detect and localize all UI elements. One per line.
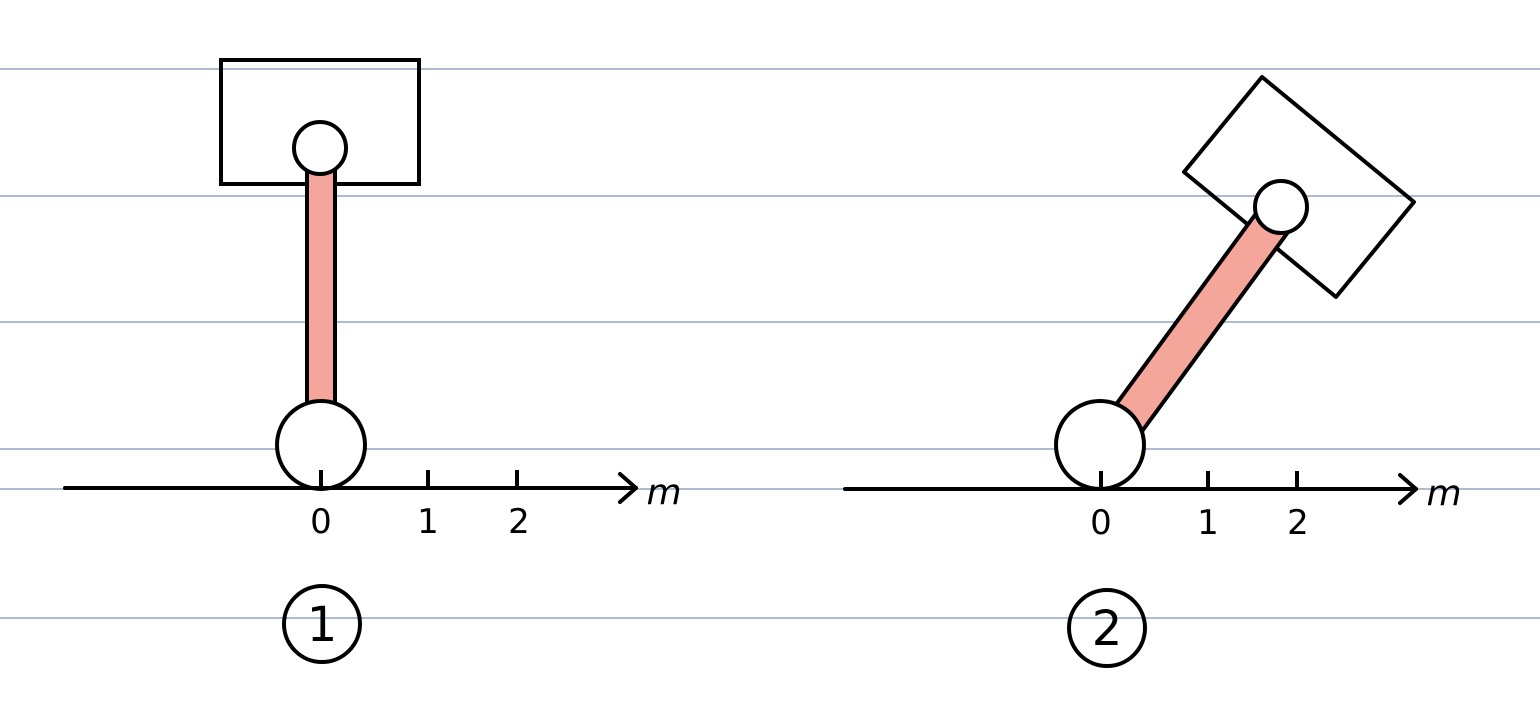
top-joint-2 <box>1253 179 1309 235</box>
axis-unit-1: m <box>646 472 681 513</box>
ruled-lines <box>0 68 1540 619</box>
axis-unit-2: m <box>1426 473 1461 514</box>
arm-1 <box>305 168 337 412</box>
top-joint-1 <box>292 120 348 176</box>
tick-label-1-0: 0 <box>310 502 332 542</box>
diagram-1: 0 1 2 m 1 <box>63 58 682 664</box>
tick-label-2-2: 2 <box>1287 503 1309 543</box>
diagram-number-1: 1 <box>307 597 338 653</box>
tick-label-2-0: 0 <box>1090 503 1112 543</box>
box-2 <box>1182 75 1416 299</box>
axis-arrowhead-1 <box>618 472 638 504</box>
diagram-number-circle-2 <box>1067 588 1147 668</box>
axis-arrowhead-2 <box>1398 473 1418 505</box>
diagram-2: 0 1 2 m 2 <box>843 75 1462 668</box>
tick-label-2-1: 1 <box>1197 503 1219 543</box>
diagram-number-2: 2 <box>1092 601 1123 657</box>
tick-label-1-2: 2 <box>508 502 530 542</box>
tick-label-1-1: 1 <box>417 502 439 542</box>
diagram-number-circle-1 <box>282 584 362 664</box>
